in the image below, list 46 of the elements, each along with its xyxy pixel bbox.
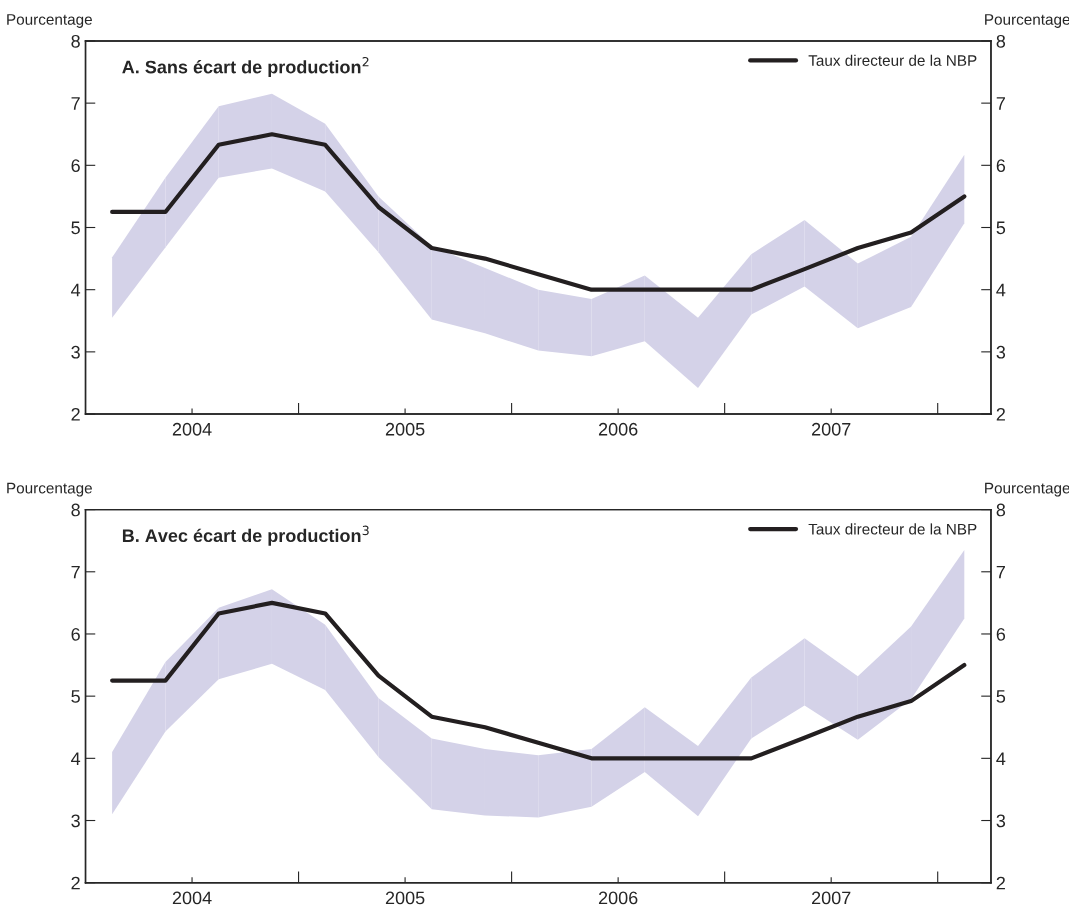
text: B. Avec écart de production$^{3}$ bbox=[122, 525, 369, 546]
y-tick-label: 3 bbox=[71, 814, 80, 828]
x-tick-label: 2007 bbox=[812, 891, 851, 905]
y-axis-title: Pourcentage bbox=[7, 14, 92, 28]
line-series bbox=[110, 600, 967, 761]
y2-tick-label: 5 bbox=[996, 690, 1006, 703]
y2-tick-label: 4 bbox=[996, 752, 1006, 765]
x-tick-label: 2004 bbox=[172, 891, 212, 905]
y-tick-label: 4 bbox=[71, 283, 81, 297]
y-tick-label: 8 bbox=[71, 503, 80, 517]
x-tick-label: 2006 bbox=[598, 422, 638, 436]
y-axis-title: Pourcentage bbox=[7, 482, 92, 497]
y-tick-label: 2 bbox=[71, 876, 80, 890]
y2-tick-label: 5 bbox=[996, 221, 1006, 235]
y-tick-label: 5 bbox=[71, 690, 80, 703]
y-tick-label: 5 bbox=[71, 221, 80, 235]
y-tick-label: 2 bbox=[71, 407, 80, 421]
y2-tick-label: 6 bbox=[996, 627, 1006, 641]
y2-tick-label: 3 bbox=[996, 345, 1006, 359]
y-tick-label: 8 bbox=[71, 34, 80, 48]
x-tick-label: 2005 bbox=[385, 891, 425, 905]
y2-tick-label: 2 bbox=[996, 407, 1005, 421]
legend-label: Taux directeur de la NBP bbox=[808, 523, 977, 535]
y2-tick-label: 3 bbox=[996, 814, 1006, 828]
y-tick-label: 6 bbox=[71, 159, 80, 173]
text: A. Sans écart de production$^{2}$ bbox=[122, 56, 369, 77]
x-tick-label: 2004 bbox=[172, 422, 212, 436]
y2-tick-label: 6 bbox=[996, 159, 1006, 173]
y2-axis-title: Pourcentage bbox=[985, 482, 1069, 497]
x-tick-label: 2005 bbox=[385, 422, 425, 436]
y2-axis-title: Pourcentage bbox=[985, 14, 1069, 28]
y-tick-label: 3 bbox=[71, 345, 80, 359]
y-tick-label: 7 bbox=[71, 97, 80, 110]
y2-tick-label: 8 bbox=[996, 503, 1006, 517]
y2-tick-label: 7 bbox=[996, 565, 1005, 579]
y2-tick-label: 4 bbox=[996, 283, 1006, 297]
line-series bbox=[110, 132, 967, 292]
x-tick-label: 2007 bbox=[812, 422, 851, 436]
y-tick-label: 7 bbox=[71, 565, 80, 579]
y2-tick-label: 8 bbox=[996, 34, 1006, 48]
legend-label: Taux directeur de la NBP bbox=[808, 54, 977, 66]
y2-tick-label: 2 bbox=[996, 876, 1005, 890]
y-tick-label: 4 bbox=[71, 752, 81, 765]
y2-tick-label: 7 bbox=[996, 97, 1005, 110]
x-tick-label: 2006 bbox=[598, 891, 638, 905]
y-tick-label: 6 bbox=[71, 627, 80, 641]
